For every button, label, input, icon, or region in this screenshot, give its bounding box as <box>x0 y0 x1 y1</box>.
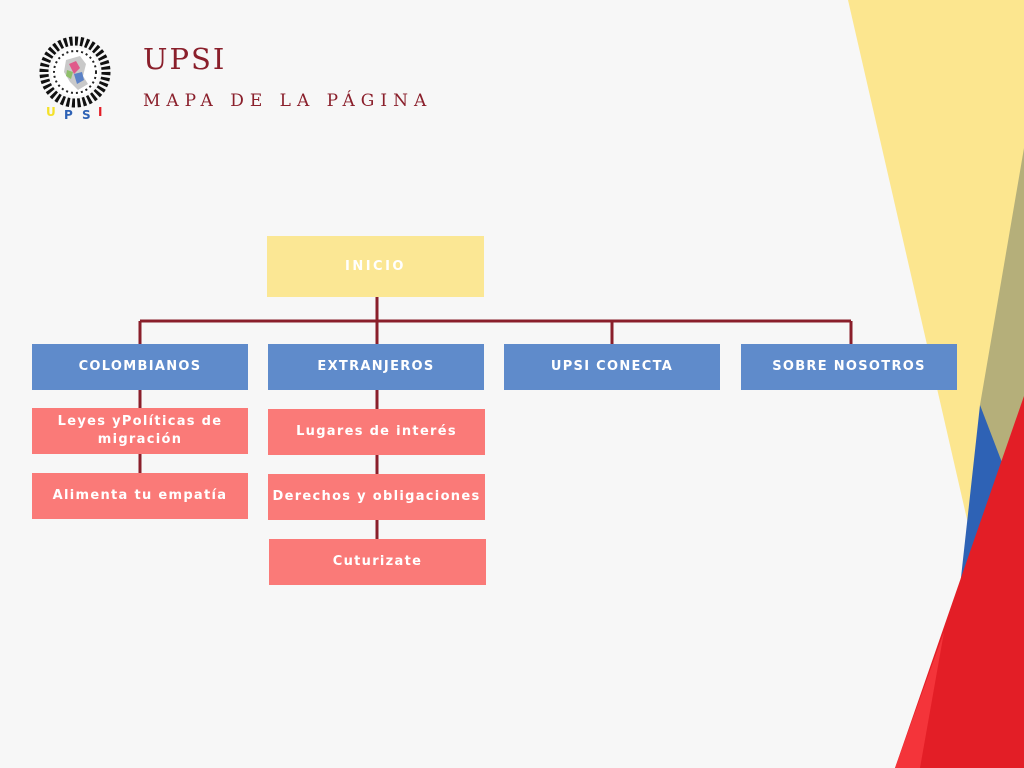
node-colombianos[interactable]: COLOMBIANOS <box>32 344 248 390</box>
node-extranjeros-label: EXTRANJEROS <box>317 359 435 374</box>
upsi-logo: U P S I <box>36 34 114 122</box>
node-leyes-politicas-label: Leyes yPolíticas de migración <box>57 414 223 447</box>
node-extranjeros[interactable]: EXTRANJEROS <box>268 344 484 390</box>
node-alimenta-empatia[interactable]: Alimenta tu empatía <box>32 473 248 519</box>
red-triangle <box>895 396 1024 768</box>
logo-letter-u: U <box>46 105 56 119</box>
node-leyes-politicas[interactable]: Leyes yPolíticas de migración <box>32 408 248 454</box>
node-sobre-nosotros-label: SOBRE NOSOTROS <box>772 359 926 374</box>
node-derechos-obligaciones-label: Derechos y obligaciones <box>272 489 481 504</box>
node-upsi-conecta[interactable]: UPSI CONECTA <box>504 344 720 390</box>
node-inicio-label: INICIO <box>345 258 406 274</box>
node-alimenta-empatia-label: Alimenta tu empatía <box>52 488 228 503</box>
node-cuturizate[interactable]: Cuturizate <box>269 539 486 585</box>
red-light-triangle <box>895 632 944 768</box>
logo-letter-s: S <box>82 108 91 122</box>
node-derechos-obligaciones[interactable]: Derechos y obligaciones <box>268 474 485 520</box>
logo-letter-p: P <box>64 108 73 122</box>
node-colombianos-label: COLOMBIANOS <box>78 359 202 374</box>
node-cuturizate-label: Cuturizate <box>332 554 423 569</box>
page-subtitle: MAPA DE LA PÁGINA <box>143 91 433 111</box>
node-sobre-nosotros[interactable]: SOBRE NOSOTROS <box>741 344 957 390</box>
node-upsi-conecta-label: UPSI CONECTA <box>550 359 674 374</box>
page-title: UPSI <box>143 42 227 76</box>
logo-letter-i: I <box>98 105 102 119</box>
node-lugares-interes-label: Lugares de interés <box>296 424 457 439</box>
node-inicio[interactable]: INICIO <box>267 236 484 297</box>
node-lugares-interes[interactable]: Lugares de interés <box>268 409 485 455</box>
